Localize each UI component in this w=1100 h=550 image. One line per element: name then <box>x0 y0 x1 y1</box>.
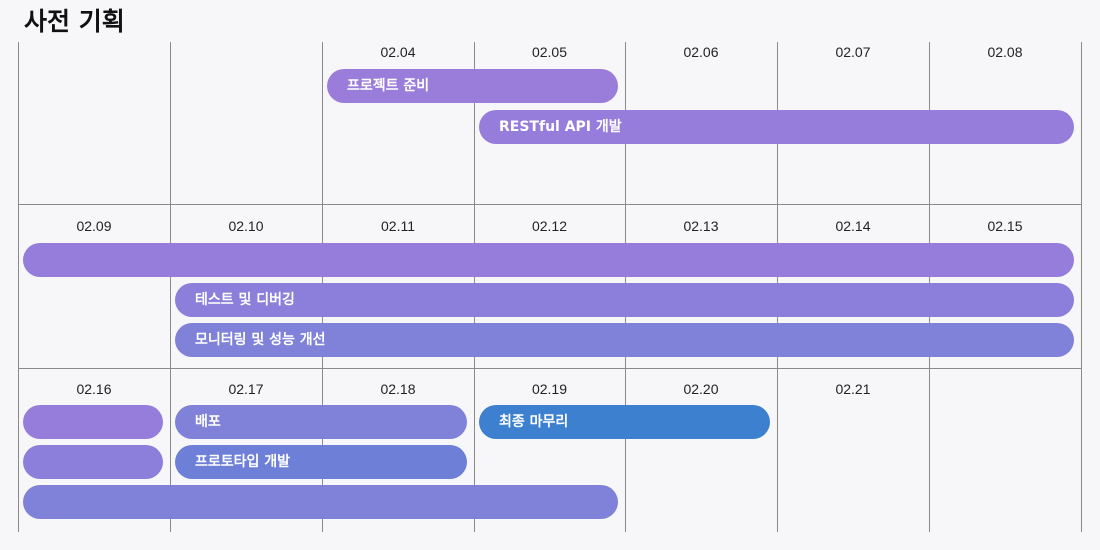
event-bar[interactable] <box>23 485 618 519</box>
event-bar[interactable] <box>23 445 163 479</box>
day-date-label: 02.11 <box>381 218 415 234</box>
event-bar[interactable]: 배포 <box>175 405 467 439</box>
day-date-label: 02.12 <box>531 218 568 234</box>
event-bar[interactable]: RESTful API 개발 <box>479 110 1074 144</box>
event-bar[interactable]: 프로토타입 개발 <box>175 445 467 479</box>
day-column-divider <box>18 42 19 532</box>
day-date-label: 02.21 <box>835 381 871 397</box>
day-date-label: 02.17 <box>228 381 264 397</box>
event-bar[interactable]: 테스트 및 디버깅 <box>175 283 1074 317</box>
day-date-label: 02.15 <box>987 218 1023 234</box>
week-divider <box>18 368 1081 369</box>
event-bar[interactable]: 모니터링 및 성능 개선 <box>175 323 1074 357</box>
event-bar[interactable]: 프로젝트 준비 <box>327 69 618 103</box>
day-date-label: 02.16 <box>76 381 112 397</box>
day-date-label: 02.18 <box>380 381 416 397</box>
day-date-label: 02.10 <box>228 218 264 234</box>
event-bar[interactable]: 최종 마무리 <box>479 405 770 439</box>
day-date-label: 02.05 <box>531 44 568 60</box>
day-date-label: 02.04 <box>380 44 416 60</box>
day-column-divider <box>170 42 171 532</box>
day-date-label: 02.20 <box>683 381 719 397</box>
day-date-label: 02.06 <box>683 44 719 60</box>
day-column-divider <box>1081 42 1082 532</box>
event-bar[interactable] <box>23 405 163 439</box>
day-date-label: 02.13 <box>683 218 719 234</box>
day-date-label: 02.14 <box>835 218 871 234</box>
day-date-label: 02.07 <box>835 44 871 60</box>
day-date-label: 02.09 <box>76 218 112 234</box>
day-date-label: 02.19 <box>531 381 568 397</box>
week-divider <box>18 204 1081 205</box>
event-bar[interactable] <box>23 243 1074 277</box>
page-title: 사전 기획 <box>24 7 125 36</box>
day-date-label: 02.08 <box>987 44 1023 60</box>
